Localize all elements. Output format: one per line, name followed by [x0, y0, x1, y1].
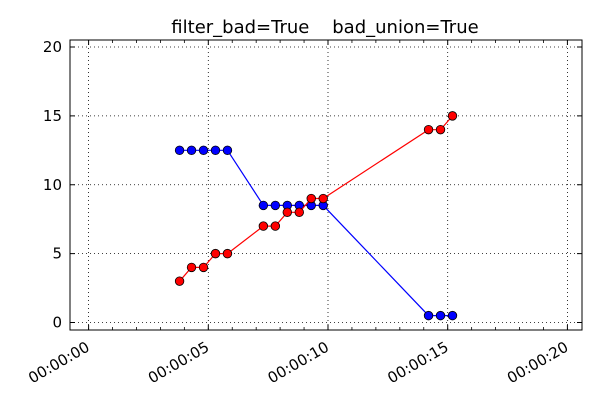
series-1-point	[198, 262, 209, 273]
series-1-point	[435, 124, 446, 135]
y-tick-label: 0	[52, 314, 62, 332]
x-tick-label: 00:00:05	[145, 338, 212, 387]
x-tick-label: 00:00:00	[25, 338, 92, 387]
series-0-point	[435, 310, 446, 321]
chart-title: filter_bad=True bad_union=True	[171, 17, 478, 38]
series-0-point	[423, 310, 434, 321]
series-0-point	[186, 145, 197, 156]
x-tick-label: 00:00:20	[504, 338, 571, 387]
y-tick-label: 5	[52, 245, 62, 263]
y-tick-label: 10	[43, 176, 62, 194]
series-0-point	[210, 145, 221, 156]
series-1-point	[186, 262, 197, 273]
series-1-point	[222, 248, 233, 259]
y-tick-label: 20	[43, 38, 62, 56]
series-1-line	[179, 115, 453, 282]
series-1-point	[318, 193, 328, 204]
series-1-point	[282, 207, 293, 218]
series-0-point	[222, 145, 233, 156]
x-tick-label: 00:00:10	[265, 338, 332, 387]
gridlines	[70, 40, 582, 330]
series-0-point	[447, 310, 458, 321]
series-1-point	[423, 124, 434, 135]
series-1-point	[447, 111, 458, 121]
series-1-point	[306, 193, 316, 204]
series-layer	[174, 111, 458, 321]
series-1-point	[294, 207, 304, 218]
series-0-point	[174, 145, 185, 156]
series-1-point	[258, 221, 269, 231]
y-tick-label: 15	[43, 107, 62, 125]
x-axis-tick-labels: 00:00:00 00:00:05 00:00:10 00:00:15 00:00:20	[25, 338, 571, 387]
y-axis-tick-labels: 0 5 10 15 20	[43, 38, 62, 332]
axis-ticks	[70, 40, 582, 330]
series-0-point	[198, 145, 209, 156]
series-1-point	[270, 221, 281, 231]
series-0-line	[179, 149, 453, 317]
series-0-point	[270, 200, 281, 211]
x-tick-label: 00:00:15	[384, 338, 451, 387]
series-1-point	[174, 276, 185, 286]
series-0-point	[258, 200, 269, 211]
series-1-point	[210, 248, 221, 259]
